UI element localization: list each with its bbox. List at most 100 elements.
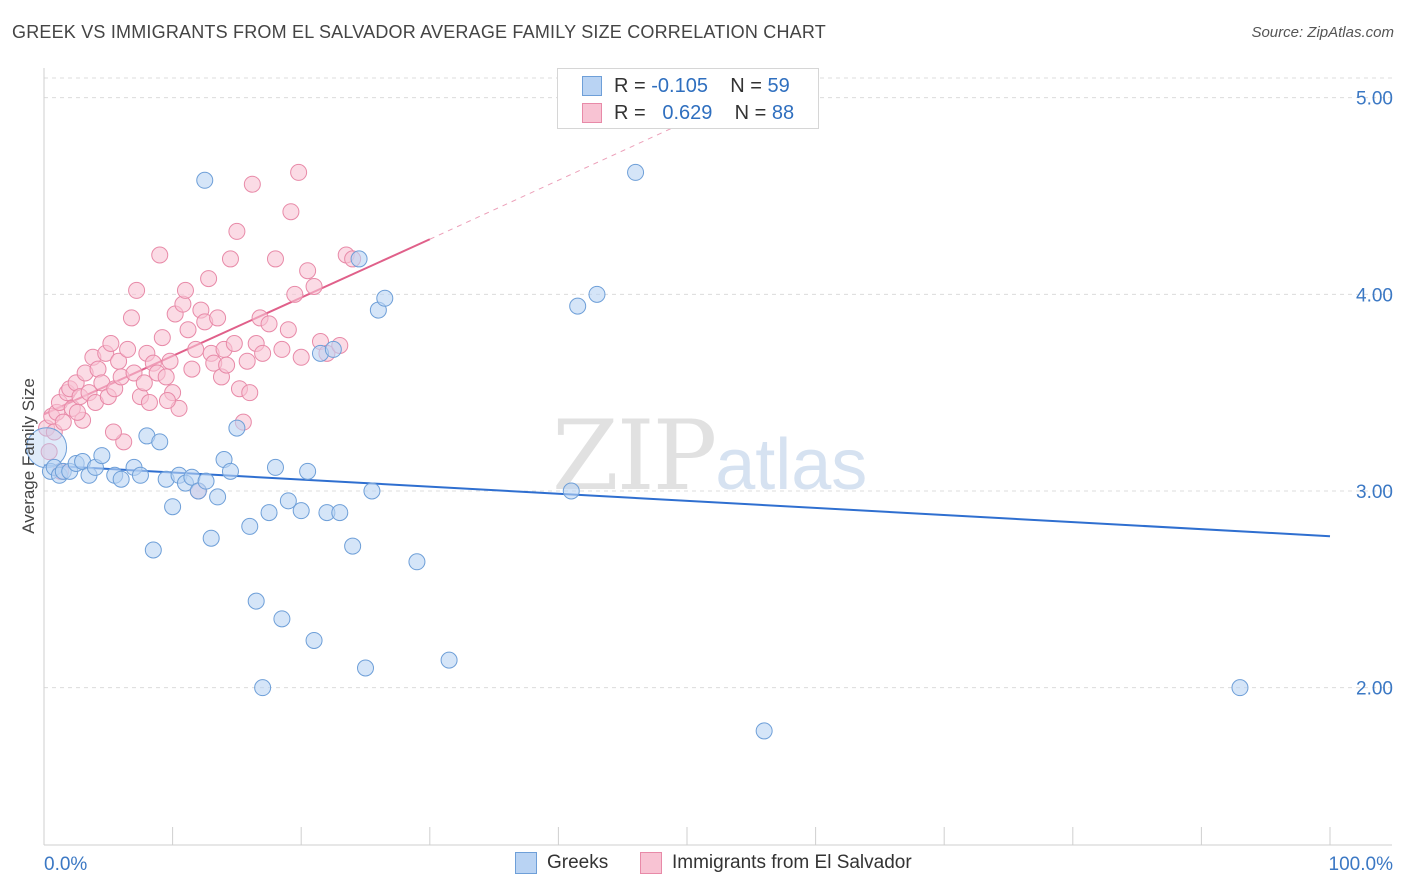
salvador-point xyxy=(290,163,308,181)
greeks-point xyxy=(440,651,458,669)
greeks-point xyxy=(260,504,278,522)
correlation-legend: R = -0.105 N = 59 R = 0.629 N = 88 xyxy=(557,68,819,129)
y-tick-label: 4.00 xyxy=(1356,285,1393,306)
x-tick-label-max: 100.0% xyxy=(1329,854,1394,875)
greeks-point xyxy=(324,340,342,358)
salvador-point xyxy=(170,399,188,417)
watermark-zip: ZIP xyxy=(552,400,717,512)
salvador-trend-extension xyxy=(429,120,688,240)
salvador-point xyxy=(161,352,179,370)
salvador-point xyxy=(122,309,140,327)
salvador-point xyxy=(273,340,291,358)
salvador-legend-swatch xyxy=(640,852,662,874)
salvador-n-label: N = xyxy=(734,101,767,124)
greeks-point xyxy=(279,492,297,510)
greeks-point xyxy=(266,458,284,476)
salvador-point xyxy=(286,285,304,303)
salvador-point xyxy=(218,356,236,374)
salvador-point xyxy=(279,321,297,339)
greeks-point xyxy=(247,592,265,610)
gridlines xyxy=(44,77,1392,689)
salvador-point xyxy=(187,340,205,358)
greeks-point xyxy=(305,631,323,649)
greeks-point xyxy=(131,466,149,484)
salvador-point xyxy=(228,222,246,240)
salvador-point xyxy=(183,360,201,378)
salvador-point xyxy=(128,281,146,299)
salvador-point xyxy=(221,250,239,268)
salvador-legend-label: Immigrants from El Salvador xyxy=(672,852,912,873)
greeks-trend-line xyxy=(43,464,1331,538)
greeks-point xyxy=(197,472,215,490)
greeks-point xyxy=(588,285,606,303)
greeks-swatch xyxy=(582,76,602,96)
x-tick-label-min: 0.0% xyxy=(44,854,87,875)
salvador-point xyxy=(151,246,169,264)
greeks-point xyxy=(209,488,227,506)
salvador-point xyxy=(200,270,218,288)
greeks-point xyxy=(363,482,381,500)
greeks-point xyxy=(144,541,162,559)
salvador-point xyxy=(266,250,284,268)
watermark: ZIPatlas xyxy=(552,400,867,512)
greeks-point xyxy=(408,553,426,571)
greeks-point xyxy=(221,462,239,480)
greeks-legend-label: Greeks xyxy=(547,852,609,873)
greeks-point xyxy=(299,462,317,480)
greeks-point xyxy=(151,433,169,451)
greeks-point xyxy=(196,171,214,189)
greeks-point xyxy=(273,610,291,628)
greeks-point xyxy=(331,504,349,522)
greeks-r-label: R = xyxy=(614,74,646,97)
legend-item-salvador: Immigrants from El Salvador xyxy=(640,852,912,874)
salvador-point xyxy=(104,423,122,441)
greeks-point xyxy=(202,529,220,547)
salvador-point xyxy=(40,443,58,461)
salvador-point xyxy=(260,315,278,333)
data-points xyxy=(26,163,1249,740)
salvador-point xyxy=(135,374,153,392)
salvador-swatch xyxy=(582,103,602,123)
greeks-point xyxy=(627,163,645,181)
greeks-point xyxy=(164,498,182,516)
greeks-point xyxy=(93,447,111,465)
salvador-point xyxy=(282,203,300,221)
greeks-point xyxy=(344,537,362,555)
salvador-point xyxy=(174,295,192,313)
series-legend: Greeks Immigrants from El Salvador xyxy=(0,852,1406,878)
y-tick-label: 5.00 xyxy=(1356,89,1393,110)
salvador-point xyxy=(179,321,197,339)
salvador-point xyxy=(158,392,176,410)
greeks-r-value: -0.105 xyxy=(651,74,708,97)
greeks-point xyxy=(569,297,587,315)
greeks-point xyxy=(350,250,368,268)
salvador-point xyxy=(254,344,272,362)
salvador-point xyxy=(102,335,120,352)
greeks-legend-swatch xyxy=(515,852,537,874)
greeks-point xyxy=(112,470,130,488)
salvador-point xyxy=(125,364,143,382)
chart-title: GREEK VS IMMIGRANTS FROM EL SALVADOR AVE… xyxy=(12,22,826,42)
salvador-point xyxy=(68,403,86,421)
salvador-n-value: 88 xyxy=(771,101,795,124)
greeks-point xyxy=(357,659,374,677)
salvador-point xyxy=(209,309,227,327)
watermark-atlas: atlas xyxy=(715,425,868,505)
greeks-n-label: N = xyxy=(730,74,762,97)
greeks-point xyxy=(755,722,773,740)
greeks-point xyxy=(562,482,580,500)
source-credit: Source: ZipAtlas.com xyxy=(1251,24,1394,41)
greeks-point xyxy=(1231,679,1249,697)
greeks-point xyxy=(228,419,246,437)
salvador-r-value: 0.629 xyxy=(662,101,713,124)
y-tick-label: 2.00 xyxy=(1356,679,1393,700)
salvador-point xyxy=(241,384,259,402)
greeks-point xyxy=(292,502,310,520)
greeks-point xyxy=(376,289,394,307)
salvador-point xyxy=(243,175,261,193)
salvador-point xyxy=(140,394,158,411)
salvador-point xyxy=(299,262,317,280)
salvador-r-label: R = xyxy=(614,101,646,124)
salvador-point xyxy=(225,335,243,352)
